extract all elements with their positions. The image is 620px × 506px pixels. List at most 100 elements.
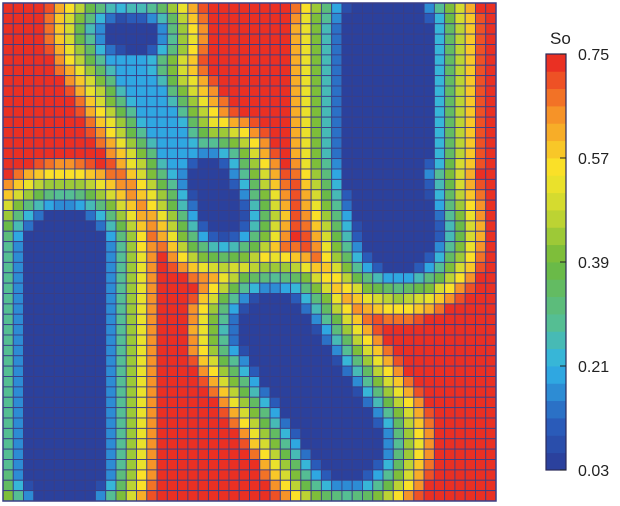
heatmap-cell (207, 479, 220, 492)
heatmap-cell (475, 230, 487, 243)
heatmap-cell (156, 44, 168, 56)
heatmap-cell (23, 448, 35, 460)
heatmap-cell (362, 199, 374, 211)
heatmap-cell (310, 106, 322, 118)
heatmap-cell (249, 324, 261, 336)
heatmap-cell (413, 396, 425, 409)
heatmap-cell (197, 324, 209, 336)
heatmap-cell (228, 230, 240, 243)
heatmap-cell (475, 54, 487, 66)
colorbar-step (546, 244, 566, 263)
heatmap-cell (207, 241, 220, 253)
heatmap-cell (33, 355, 45, 367)
heatmap-cell (177, 106, 189, 118)
heatmap-cell (331, 178, 343, 191)
heatmap-cell (403, 490, 415, 502)
heatmap-cell (53, 427, 66, 440)
heatmap-cell (64, 189, 76, 201)
heatmap-cell (341, 168, 353, 180)
heatmap-cell (331, 147, 343, 160)
heatmap-cell (433, 116, 446, 128)
heatmap-cell (64, 365, 76, 377)
heatmap-cell (218, 85, 230, 97)
heatmap-cell (115, 427, 127, 440)
heatmap-cell (84, 448, 96, 460)
heatmap-cell (279, 85, 292, 97)
heatmap-cell (187, 137, 199, 149)
heatmap-cell (423, 199, 435, 211)
heatmap-cell (485, 469, 497, 481)
heatmap-cell (290, 417, 302, 429)
heatmap-cell (249, 199, 261, 211)
heatmap-cell (475, 417, 487, 429)
heatmap-cell (105, 365, 117, 377)
heatmap-cell (310, 44, 322, 56)
heatmap-cell (351, 23, 363, 35)
heatmap-cell (2, 469, 14, 481)
heatmap-cell (2, 147, 14, 160)
heatmap-cell (413, 438, 425, 450)
heatmap-cell (341, 417, 353, 429)
heatmap-cell (475, 106, 487, 118)
heatmap-cell (259, 469, 271, 481)
heatmap-cell (320, 85, 333, 97)
heatmap-cell (310, 448, 322, 460)
heatmap-cell (331, 85, 343, 97)
heatmap-cell (197, 54, 209, 66)
heatmap-cell (403, 178, 415, 191)
heatmap-cell (12, 376, 24, 388)
heatmap-cell (115, 2, 127, 14)
heatmap-cell (351, 448, 363, 460)
heatmap-cell (12, 324, 24, 336)
heatmap-cell (218, 127, 230, 139)
heatmap-cell (403, 303, 415, 315)
colorbar-step (546, 279, 566, 298)
heatmap-cell (423, 147, 435, 160)
heatmap-cell (177, 427, 189, 440)
heatmap-cell (382, 199, 394, 211)
heatmap-cell (310, 261, 322, 274)
heatmap-cell (300, 116, 312, 128)
heatmap-cell (166, 386, 179, 398)
heatmap-cell (413, 479, 425, 492)
heatmap-cell (464, 127, 476, 139)
heatmap-cell (74, 469, 86, 481)
heatmap-cell (403, 168, 415, 180)
heatmap-cell (197, 427, 209, 440)
heatmap-cell (84, 355, 96, 367)
heatmap-cell (125, 230, 137, 243)
heatmap-cell (279, 313, 292, 326)
heatmap-cell (53, 293, 66, 305)
heatmap-cell (94, 220, 107, 232)
heatmap-cell (382, 158, 394, 170)
heatmap-cell (300, 376, 312, 388)
heatmap-cell (207, 355, 220, 367)
heatmap-cell (423, 251, 435, 263)
heatmap-cell (207, 313, 220, 326)
heatmap-cell (351, 220, 363, 232)
heatmap-cell (475, 168, 487, 180)
heatmap-cell (485, 189, 497, 201)
heatmap-cell (64, 33, 76, 45)
heatmap-cell (372, 127, 384, 139)
heatmap-cell (433, 293, 446, 305)
heatmap-cell (74, 344, 86, 357)
heatmap-cell (403, 417, 415, 429)
heatmap-cell (228, 407, 240, 419)
heatmap-cell (207, 75, 220, 87)
heatmap-cell (187, 303, 199, 315)
heatmap-cell (207, 158, 220, 170)
heatmap-cell (351, 344, 363, 357)
colorbar-step (546, 418, 566, 436)
heatmap-cell (187, 230, 199, 243)
heatmap-cell (320, 189, 333, 201)
heatmap-cell (300, 158, 312, 170)
heatmap-cell (464, 210, 476, 222)
heatmap-cell (331, 23, 343, 35)
heatmap-cell (12, 282, 24, 294)
heatmap-cell (423, 438, 435, 450)
heatmap-cell (259, 261, 271, 274)
heatmap-cell (433, 490, 446, 502)
heatmap-cell (84, 64, 96, 77)
heatmap-cell (433, 324, 446, 336)
